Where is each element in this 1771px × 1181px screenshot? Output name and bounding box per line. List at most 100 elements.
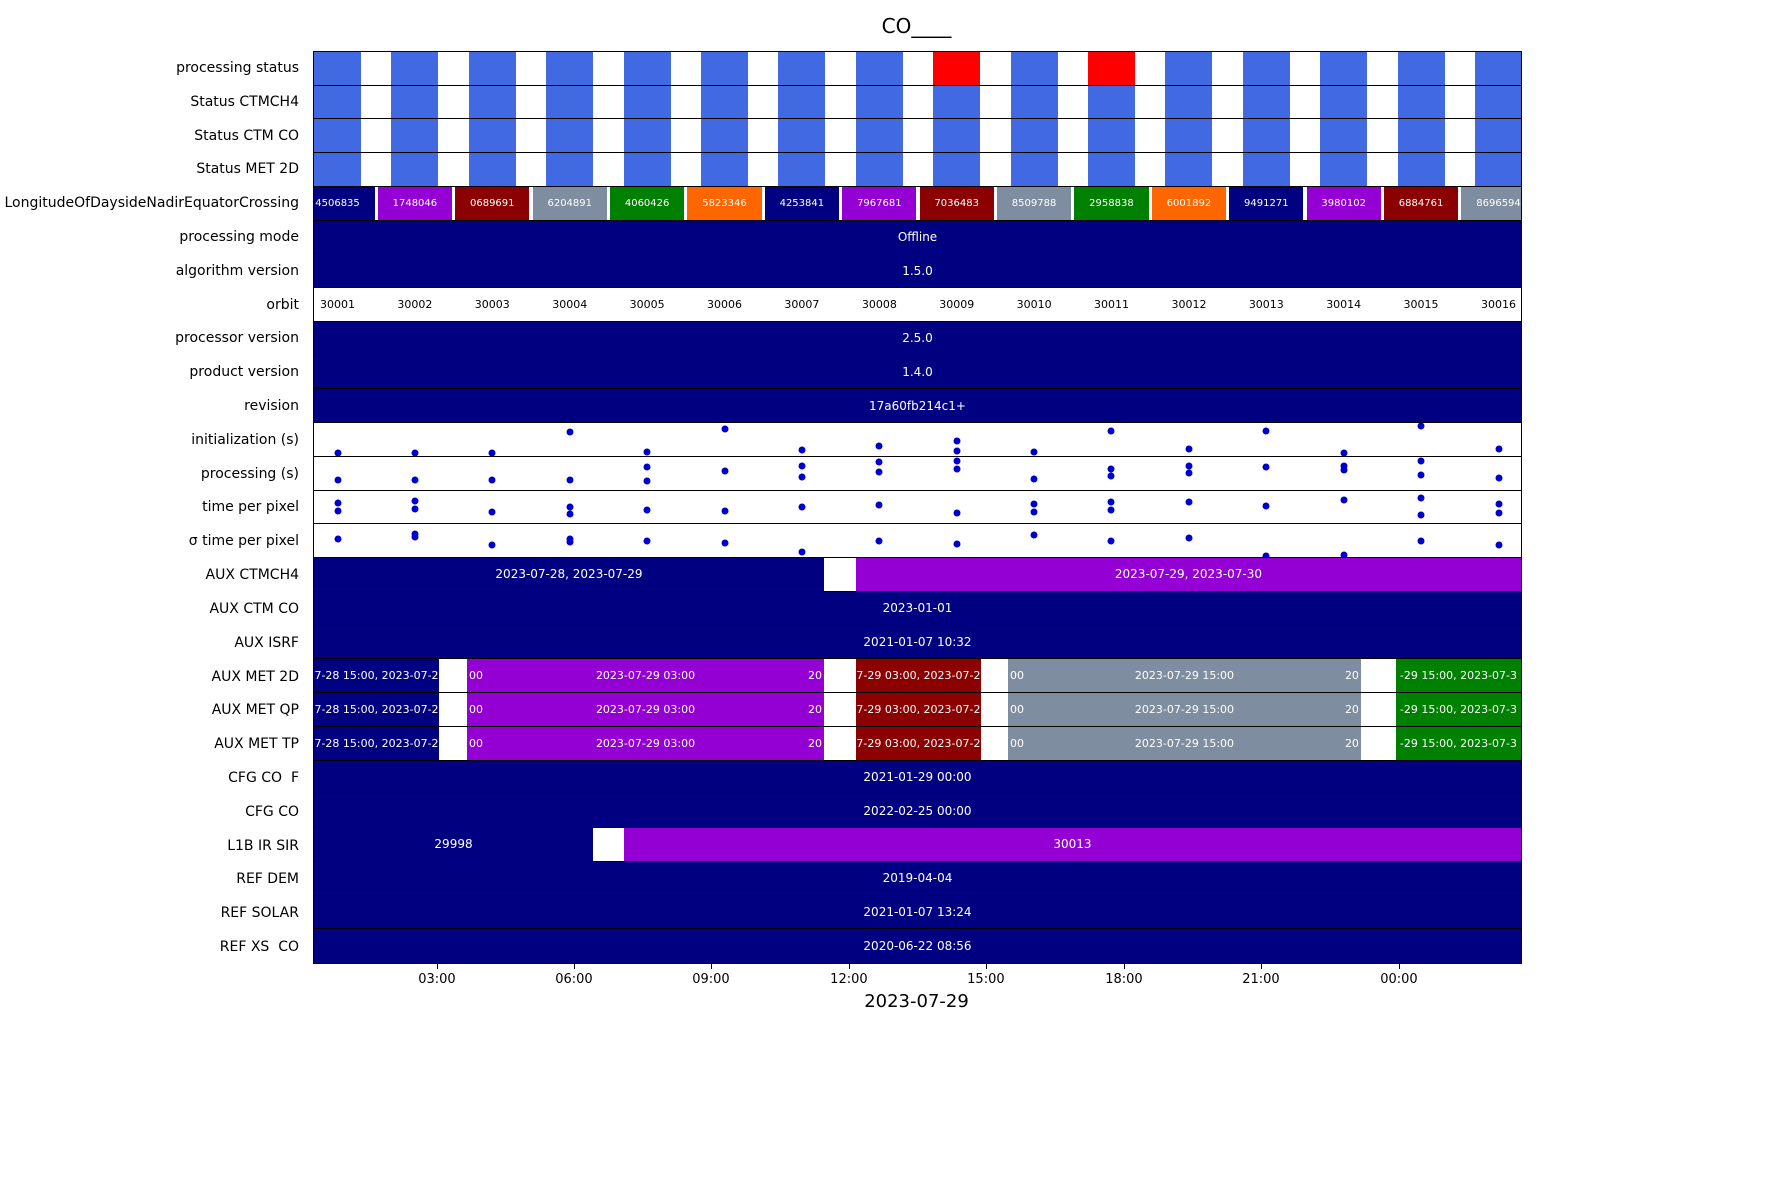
status-bar (546, 52, 594, 85)
data-point (1185, 462, 1193, 470)
timeline-segment: -29 15:00, 2023-07-3 (1395, 693, 1521, 726)
row-11-initialization-s (314, 423, 1521, 457)
longitude-segment: 8696594 (1461, 186, 1521, 220)
segment-text: 7-29 03:00, 2023-07-2 (856, 669, 981, 683)
value-bar: 17a60fb214c1+ (314, 389, 1521, 423)
row-14-time-per-pixel (314, 524, 1521, 559)
x-tick-label: 00:00 (1380, 972, 1418, 987)
value-bar: 2022-02-25 00:00 (314, 794, 1521, 828)
status-bar (1242, 85, 1290, 119)
status-bar (546, 85, 594, 119)
status-bar (391, 85, 439, 119)
row-10-revision: 17a60fb214c1+ (314, 389, 1521, 424)
status-bar (468, 52, 516, 85)
segment-text-fragment: 00 (1010, 736, 1025, 750)
segment-text-fragment: 20 (807, 669, 822, 683)
data-point (411, 505, 419, 513)
x-tick-mark (1398, 963, 1400, 969)
row-24-ref-dem: 2019-04-04 (314, 861, 1521, 896)
row-5-processing-mode: Offline (314, 220, 1521, 255)
status-bar (933, 85, 981, 119)
status-bar (1165, 153, 1213, 186)
segment-text-fragment: 20 (1344, 736, 1359, 750)
status-bar (468, 119, 516, 153)
row-label-21-cfg-co-f: CFG CO F (228, 770, 299, 787)
row-6-algorithm-version: 1.5.0 (314, 254, 1521, 289)
segment-text: 2023-07-28, 2023-07-29 (495, 567, 643, 582)
data-point (1107, 537, 1115, 545)
row-label-26-ref-xs-co: REF XS CO (219, 939, 299, 956)
status-bar (1475, 153, 1521, 186)
status-bar (1320, 85, 1368, 119)
data-point (1262, 502, 1270, 510)
data-point (334, 507, 342, 515)
row-label-22-cfg-co: CFG CO (245, 803, 299, 820)
data-point (411, 449, 419, 456)
row-label-18-aux-met-2d: AUX MET 2D (211, 668, 299, 685)
longitude-segment: 6884761 (1383, 186, 1459, 220)
x-tick-mark (985, 963, 987, 969)
row-label-6-algorithm-version: algorithm version (175, 262, 299, 279)
status-bar (546, 153, 594, 186)
status-bar (623, 85, 671, 119)
segment-text: 7-29 03:00, 2023-07-2 (856, 702, 981, 716)
x-axis: 03:00 06:00 09:00 12:00 15:00 18:00 21:00 00:00 (313, 963, 1520, 993)
segment-text-fragment: 00 (469, 702, 484, 716)
segment-text: 7-28 15:00, 2023-07-2 (314, 736, 439, 750)
status-bar (1165, 85, 1213, 119)
data-point (1340, 449, 1348, 456)
segment-text-fragment: 20 (1344, 669, 1359, 683)
data-point (566, 538, 574, 546)
data-point (411, 497, 419, 505)
status-bar (1087, 52, 1135, 85)
value-bar: 2021-01-07 10:32 (314, 625, 1521, 659)
data-point (1030, 508, 1038, 516)
data-point (721, 467, 728, 475)
longitude-segment: 1748046 (377, 186, 452, 220)
data-point (721, 507, 728, 515)
data-point (1495, 500, 1503, 508)
status-bar (314, 52, 361, 85)
row-labels-column: processing status Status CTMCH4 Status CTM… (0, 51, 306, 964)
status-bar (1242, 52, 1290, 85)
x-tick-mark (573, 963, 575, 969)
status-bar (1010, 153, 1058, 186)
data-point (875, 501, 883, 509)
segment-text: 2023-07-29 15:00 (1134, 736, 1235, 750)
data-point (1340, 496, 1348, 504)
segment-text: 2023-07-29 03:00 (595, 669, 696, 683)
orbit-number: 30005 (629, 298, 665, 312)
data-point (1107, 506, 1115, 514)
x-tick-mark (1123, 963, 1125, 969)
status-bar (1397, 119, 1445, 153)
timeline-segment: 2023-07-29 03:00 00 20 (467, 693, 824, 726)
row-label-25-ref-solar: REF SOLAR (220, 905, 299, 922)
timeline-segment: 2023-07-29 03:00 00 20 (467, 726, 824, 760)
x-tick-label: 09:00 (692, 972, 730, 987)
data-point (1030, 531, 1038, 539)
segment-text: 29998 (434, 837, 473, 852)
status-bar (1087, 85, 1135, 119)
status-bar (855, 153, 903, 186)
data-point (334, 499, 342, 507)
segment-text: 7-28 15:00, 2023-07-2 (314, 702, 439, 716)
status-bar (933, 153, 981, 186)
timeline-segment: 7-28 15:00, 2023-07-2 (314, 726, 440, 760)
data-point (1262, 427, 1270, 435)
orbit-number: 30011 (1093, 298, 1129, 312)
data-point (566, 503, 574, 511)
status-bar (1320, 153, 1368, 186)
longitude-segment: 6001892 (1151, 186, 1227, 220)
value-bar: 1.5.0 (314, 254, 1521, 288)
data-point (1107, 472, 1115, 480)
row-label-11-initialization-s: initialization (s) (191, 431, 299, 448)
row-label-17-aux-isrf: AUX ISRF (234, 634, 299, 651)
data-point (1185, 469, 1193, 477)
segment-text-fragment: 20 (807, 702, 822, 716)
longitude-segment: 3980102 (1306, 186, 1381, 220)
status-bar (623, 52, 671, 85)
data-point (1417, 494, 1425, 502)
segment-text: 2023-07-29, 2023-07-30 (1114, 567, 1263, 582)
orbit-number: 30008 (861, 298, 897, 312)
status-bar (1242, 153, 1290, 186)
